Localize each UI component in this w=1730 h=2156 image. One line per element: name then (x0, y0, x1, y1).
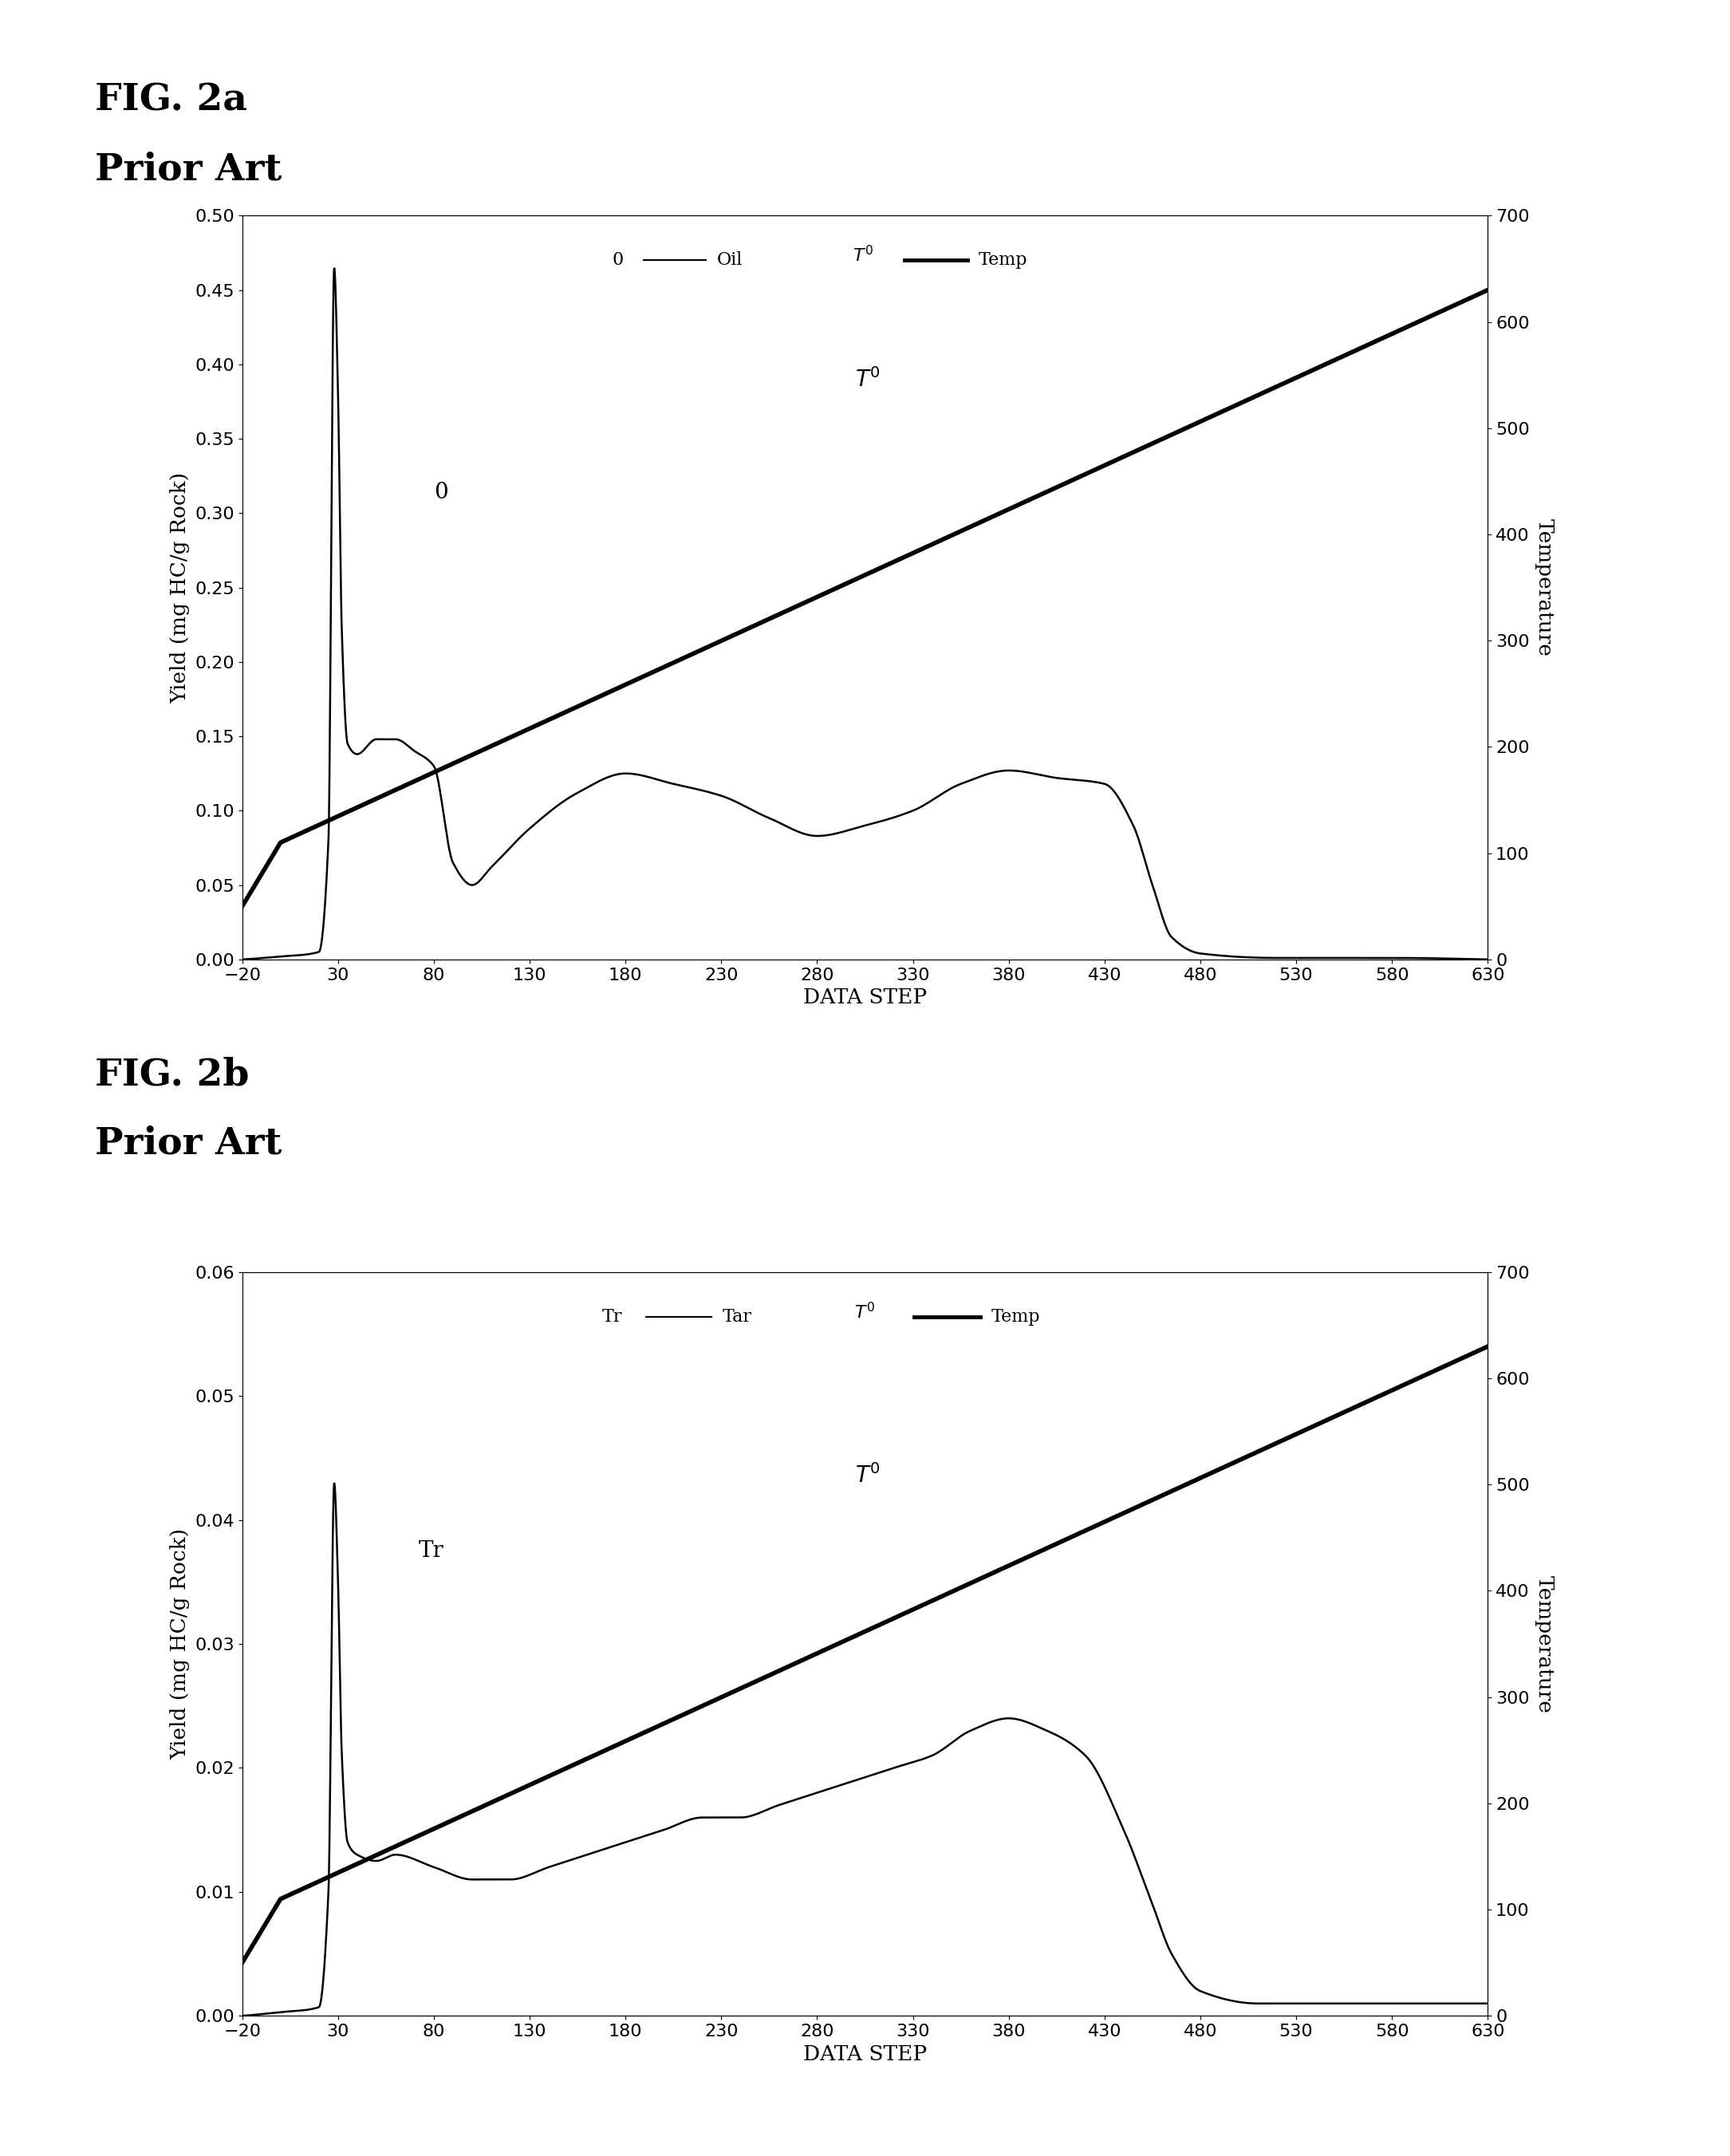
Y-axis label: Yield (mg HC/g Rock): Yield (mg HC/g Rock) (170, 472, 190, 703)
Text: Tr: Tr (419, 1539, 445, 1561)
Y-axis label: Yield (mg HC/g Rock): Yield (mg HC/g Rock) (170, 1529, 190, 1759)
X-axis label: DATA STEP: DATA STEP (803, 987, 927, 1007)
Text: Prior Art: Prior Art (95, 151, 282, 188)
Text: $T^0$: $T^0$ (855, 1464, 881, 1488)
Text: $T^0$: $T^0$ (855, 369, 881, 392)
X-axis label: DATA STEP: DATA STEP (803, 2044, 927, 2063)
Y-axis label: Temperature: Temperature (1535, 520, 1554, 655)
Text: Prior Art: Prior Art (95, 1125, 282, 1162)
Y-axis label: Temperature: Temperature (1535, 1576, 1554, 1712)
Text: 0: 0 (434, 481, 448, 502)
Text: FIG. 2b: FIG. 2b (95, 1056, 249, 1093)
Text: FIG. 2a: FIG. 2a (95, 82, 247, 119)
